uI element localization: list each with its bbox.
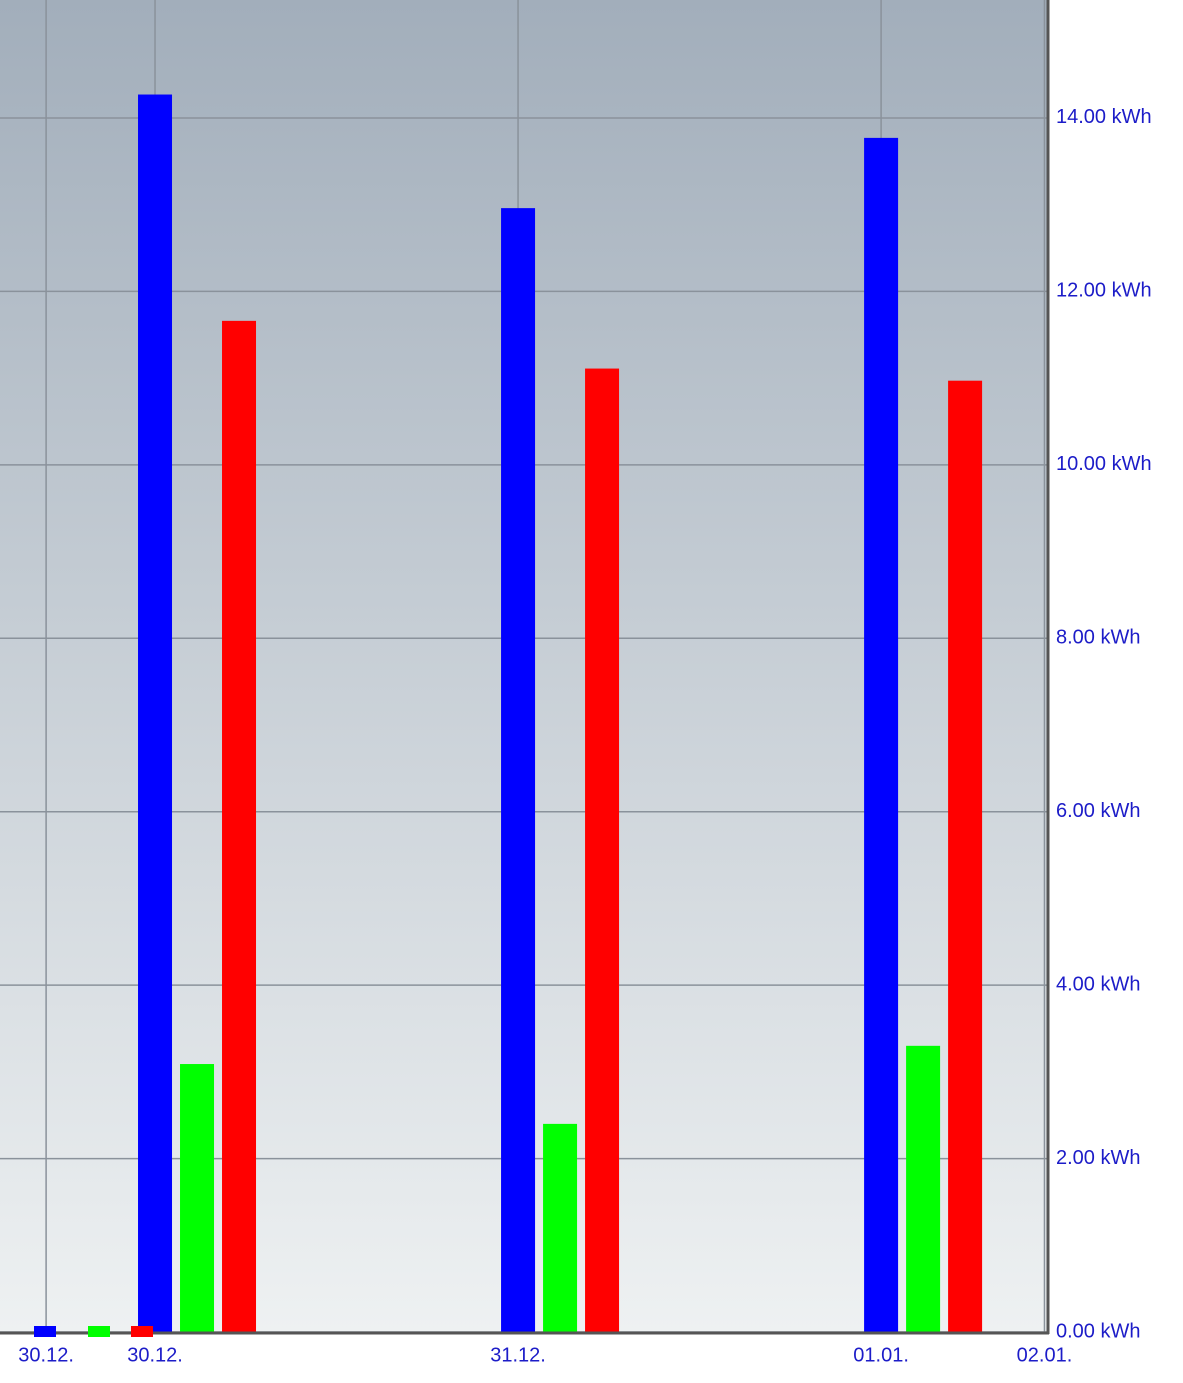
x-tick-label: 30.12.	[18, 1344, 74, 1366]
bar	[501, 208, 536, 1332]
labels: 0.00 kWh 2.00 kWh 4.00 kWh 6.00 kWh 8.00 kWh…	[18, 106, 1151, 1366]
y-tick-label: 6.00 kWh	[1056, 800, 1140, 822]
bar	[864, 137, 899, 1332]
x-tick-label: 01.01.	[853, 1344, 909, 1366]
bar	[585, 368, 620, 1332]
y-tick-label: 12.00 kWh	[1056, 280, 1152, 302]
y-tick-label: 8.00 kWh	[1056, 627, 1140, 649]
y-tick-label: 0.00 kWh	[1056, 1320, 1140, 1342]
bar	[543, 1123, 578, 1332]
bar	[948, 380, 983, 1332]
legend-swatch	[131, 1326, 153, 1337]
y-tick-label: 10.00 kWh	[1056, 453, 1152, 475]
y-tick-label: 2.00 kWh	[1056, 1147, 1140, 1169]
x-tick-label: 02.01.	[1017, 1344, 1073, 1366]
y-tick-label: 14.00 kWh	[1056, 106, 1152, 128]
legend-swatch	[88, 1326, 110, 1337]
y-tick-label: 4.00 kWh	[1056, 973, 1140, 995]
bar	[906, 1045, 941, 1332]
x-tick-label: 30.12.	[127, 1344, 183, 1366]
bar	[138, 94, 173, 1332]
bar	[222, 320, 257, 1332]
bars	[138, 94, 983, 1332]
legend-swatch	[34, 1326, 56, 1337]
x-tick-label: 31.12.	[490, 1344, 546, 1366]
bar	[180, 1064, 215, 1332]
